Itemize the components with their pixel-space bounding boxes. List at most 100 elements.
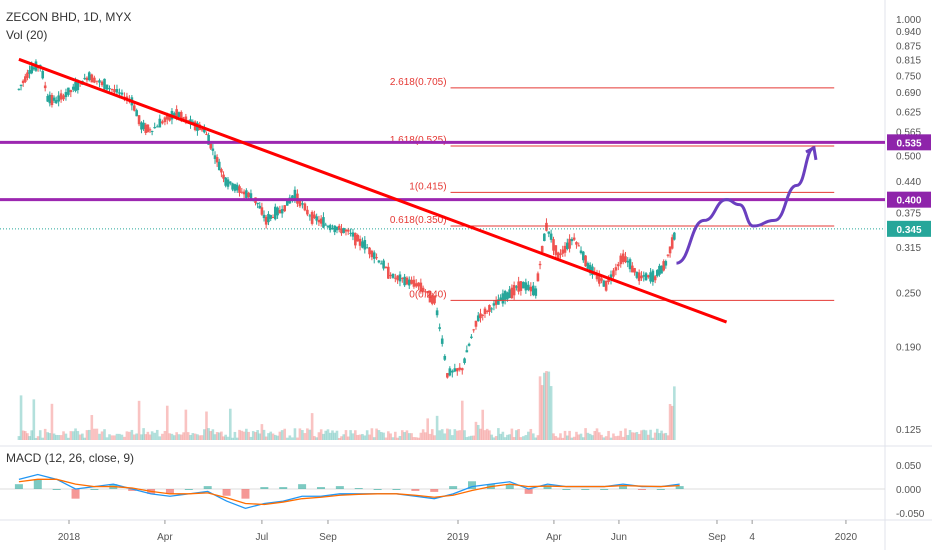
candle-body xyxy=(337,225,341,230)
downtrend-line xyxy=(18,57,728,324)
candle-body xyxy=(370,250,374,258)
candle-body xyxy=(619,255,623,265)
candle-body xyxy=(326,226,330,228)
volume-bar xyxy=(563,430,567,440)
candle-body xyxy=(235,184,239,191)
volume-bar xyxy=(400,430,404,440)
candle-body xyxy=(333,225,337,233)
volume-bar xyxy=(532,433,535,440)
candle-body xyxy=(315,216,318,221)
volume-bar xyxy=(226,436,230,440)
candle-body xyxy=(559,253,562,256)
fibonacci-levels: 2.618(0.705) 1.618(0.525) 1(0.415) 0.618(0.… xyxy=(390,77,835,301)
x-tick-label: 2019 xyxy=(447,532,470,543)
candle-body xyxy=(349,232,352,234)
volume-bar xyxy=(419,432,423,440)
candle-body xyxy=(140,122,143,130)
candle-body xyxy=(144,124,148,133)
volume-bar xyxy=(90,415,94,440)
volume-bar xyxy=(57,434,60,440)
candle-body xyxy=(317,219,321,223)
candle-body xyxy=(451,370,454,373)
candle-body xyxy=(556,252,560,259)
candle-body xyxy=(602,280,606,287)
projection-arrowhead xyxy=(805,145,818,161)
volume-bar xyxy=(30,430,33,440)
volume-bar xyxy=(412,437,416,440)
volume-bar xyxy=(515,430,518,440)
macd-line xyxy=(18,473,680,510)
candle-body xyxy=(43,85,47,89)
candle-body xyxy=(510,287,514,299)
volume-bar xyxy=(52,433,56,440)
candle-body xyxy=(501,293,505,304)
volume-bar xyxy=(540,385,544,440)
volume-bar xyxy=(313,436,316,440)
candle-body xyxy=(19,84,23,86)
candle-body xyxy=(310,211,314,224)
candle-body xyxy=(103,78,106,90)
volume-bar xyxy=(607,430,610,440)
volume-bar xyxy=(217,432,221,440)
volume-bar xyxy=(260,424,264,440)
volume-bar xyxy=(628,429,632,440)
candle-body xyxy=(52,97,56,101)
volume-bar xyxy=(609,437,613,440)
candle-body xyxy=(293,189,297,200)
candle-body xyxy=(647,275,650,278)
candle-body xyxy=(458,367,462,370)
candle-body xyxy=(644,273,648,281)
volume-bar xyxy=(144,434,148,440)
candle-body xyxy=(217,161,221,171)
candle-body xyxy=(26,72,29,78)
volume-bar xyxy=(177,434,181,440)
volume-bar xyxy=(43,428,47,440)
price-tick-label: 0.190 xyxy=(896,342,921,353)
volume-bar xyxy=(293,428,297,440)
volume-bar xyxy=(110,435,114,440)
macd-histogram-bar xyxy=(468,481,477,489)
macd-tick-label: -0.050 xyxy=(896,509,925,520)
volume-bar xyxy=(123,436,126,440)
candle-body xyxy=(529,286,533,292)
volume-bar xyxy=(158,436,162,440)
volume-bar xyxy=(624,428,627,440)
volume-bar xyxy=(384,437,388,440)
volume-bar xyxy=(584,428,587,440)
volume-bar xyxy=(568,430,571,440)
volume-bar xyxy=(633,432,636,440)
volume-bar xyxy=(264,436,268,440)
volume-bar xyxy=(356,434,360,440)
candle-body xyxy=(177,112,181,118)
candle-body xyxy=(41,70,45,79)
volume-bar xyxy=(335,430,339,440)
volume-bar xyxy=(76,431,80,440)
candle-body xyxy=(57,95,60,102)
fib-level-label: 0(0.240) xyxy=(409,289,446,300)
volume-bar xyxy=(577,434,581,440)
volume-bar xyxy=(448,429,452,440)
candle-body xyxy=(240,191,244,193)
volume-bar xyxy=(337,437,341,440)
candle-body xyxy=(245,190,248,199)
volume-bar xyxy=(46,432,49,440)
candle-body xyxy=(488,305,491,312)
volume-bar xyxy=(247,431,250,440)
candle-body xyxy=(74,81,77,92)
volume-bar xyxy=(351,433,355,440)
volume-bar xyxy=(527,431,530,440)
macd-histogram-bar xyxy=(71,489,80,499)
candle-body xyxy=(346,229,350,232)
candle-body xyxy=(527,284,530,290)
volume-bar xyxy=(95,428,99,440)
candle-body xyxy=(163,117,167,123)
level-price-tag xyxy=(887,191,931,208)
volume-bar xyxy=(666,435,670,440)
candle-body xyxy=(200,129,204,131)
candle-body xyxy=(566,242,569,250)
volume-bar xyxy=(647,434,650,440)
volume-bar xyxy=(483,430,487,440)
candle-body xyxy=(372,252,376,259)
candle-body xyxy=(361,241,364,248)
